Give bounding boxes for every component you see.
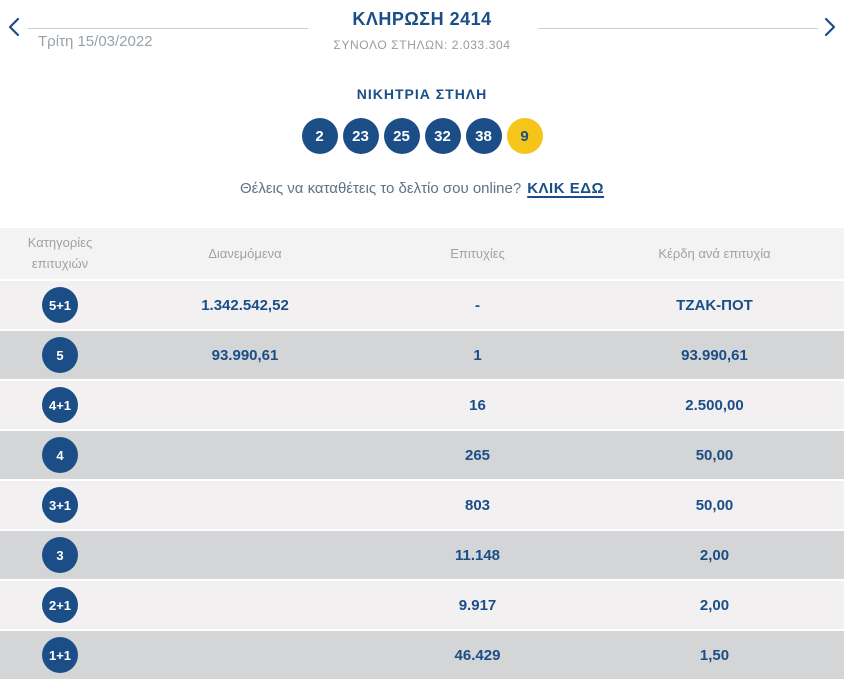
prize-cell: 50,00 bbox=[695, 446, 734, 464]
distributed-cell: 1.342.542,52 bbox=[201, 296, 289, 314]
category-badge: 4 bbox=[42, 437, 78, 473]
winning-number-ball: 32 bbox=[424, 118, 461, 154]
winners-cell: 11.148 bbox=[454, 546, 501, 564]
joker-number-ball: 9 bbox=[506, 118, 543, 154]
winning-column-section: ΝΙΚΗΤΡΙΑ ΣΤΗΛΗ 2 23 25 32 38 9 bbox=[0, 86, 844, 154]
category-badge: 2+1 bbox=[42, 587, 78, 623]
table-row: 3+1 803 50,00 bbox=[0, 481, 844, 531]
category-cell: 1+1 bbox=[0, 637, 120, 673]
winning-number-ball: 25 bbox=[383, 118, 420, 154]
winners-cell: 803 bbox=[464, 496, 491, 514]
online-prompt-text: Θέλεις να καταθέτεις το δελτίο σου onlin… bbox=[239, 180, 522, 197]
next-draw-button[interactable] bbox=[818, 16, 842, 40]
header-prize-per-win: Κέρδη ανά επιτυχία bbox=[658, 246, 771, 261]
category-cell: 3+1 bbox=[0, 487, 120, 523]
prev-draw-button[interactable] bbox=[2, 16, 26, 40]
winners-cell: 46.429 bbox=[454, 646, 501, 664]
winners-cell: 265 bbox=[464, 446, 491, 464]
winners-cell: 9.917 bbox=[458, 596, 497, 614]
prize-cell: ΤΖΑΚ-ΠΟΤ bbox=[676, 296, 753, 314]
category-cell: 4 bbox=[0, 437, 120, 473]
prize-cell: 50,00 bbox=[695, 496, 734, 514]
category-cell: 4+1 bbox=[0, 387, 120, 423]
winning-number-ball: 2 bbox=[301, 118, 338, 154]
table-row: 5+1 1.342.542,52 - ΤΖΑΚ-ΠΟΤ bbox=[0, 281, 844, 331]
table-row: 4 265 50,00 bbox=[0, 431, 844, 481]
table-row: 3 11.148 2,00 bbox=[0, 531, 844, 581]
winners-cell: 16 bbox=[469, 396, 486, 414]
category-badge: 1+1 bbox=[42, 637, 78, 673]
category-badge: 4+1 bbox=[42, 387, 78, 423]
draw-title-block: ΚΛΗΡΩΣΗ 2414 ΣΥΝΟΛΟ ΣΤΗΛΩΝ: 2.033.304 bbox=[0, 0, 844, 52]
table-row: 5 93.990,61 1 93.990,61 bbox=[0, 331, 844, 381]
category-cell: 2+1 bbox=[0, 587, 120, 623]
winners-cell: 1 bbox=[473, 346, 482, 364]
page-title: ΚΛΗΡΩΣΗ 2414 bbox=[352, 9, 492, 29]
prize-table-body: 5+1 1.342.542,52 - ΤΖΑΚ-ΠΟΤ 5 93.990,61 1 93.99… bbox=[0, 281, 844, 681]
header-categories: Κατηγορίες επιτυχιών bbox=[27, 235, 93, 271]
category-badge: 3 bbox=[42, 537, 78, 573]
draw-header: ΚΛΗΡΩΣΗ 2414 ΣΥΝΟΛΟ ΣΤΗΛΩΝ: 2.033.304 Τρ… bbox=[0, 0, 844, 60]
prize-cell: 2.500,00 bbox=[685, 396, 744, 414]
prize-cell: 93.990,61 bbox=[681, 346, 748, 364]
table-row: 2+1 9.917 2,00 bbox=[0, 581, 844, 631]
draw-date: Τρίτη 15/03/2022 bbox=[38, 33, 153, 50]
header-winners: Επιτυχίες bbox=[450, 246, 505, 261]
category-cell: 5+1 bbox=[0, 287, 120, 323]
prize-cell: 2,00 bbox=[699, 596, 730, 614]
category-badge: 5+1 bbox=[42, 287, 78, 323]
category-cell: 3 bbox=[0, 537, 120, 573]
winning-number-ball: 38 bbox=[465, 118, 502, 154]
chevron-left-icon bbox=[8, 17, 20, 40]
prize-cell: 1,50 bbox=[699, 646, 730, 664]
header-distributed: Διανεμόμενα bbox=[208, 246, 282, 261]
winning-numbers: 2 23 25 32 38 9 bbox=[0, 118, 844, 154]
chevron-right-icon bbox=[824, 17, 836, 40]
winning-number-ball: 23 bbox=[342, 118, 379, 154]
category-cell: 5 bbox=[0, 337, 120, 373]
header-divider-left bbox=[28, 28, 308, 29]
category-badge: 3+1 bbox=[42, 487, 78, 523]
prize-table: Κατηγορίες επιτυχιών Διανεμόμενα Επιτυχί… bbox=[0, 228, 844, 681]
click-here-link[interactable]: ΚΛΙΚ ΕΔΩ bbox=[527, 180, 605, 197]
winners-cell: - bbox=[475, 296, 480, 314]
total-columns-label: ΣΥΝΟΛΟ ΣΤΗΛΩΝ: 2.033.304 bbox=[333, 38, 511, 52]
table-row: 4+1 16 2.500,00 bbox=[0, 381, 844, 431]
header-divider-right bbox=[538, 28, 818, 29]
category-badge: 5 bbox=[42, 337, 78, 373]
online-prompt-line: Θέλεις να καταθέτεις το δελτίο σου onlin… bbox=[0, 180, 844, 197]
distributed-cell: 93.990,61 bbox=[211, 346, 279, 364]
prize-table-header: Κατηγορίες επιτυχιών Διανεμόμενα Επιτυχί… bbox=[0, 228, 844, 281]
table-row: 1+1 46.429 1,50 bbox=[0, 631, 844, 681]
prize-cell: 2,00 bbox=[699, 546, 730, 564]
winning-column-heading: ΝΙΚΗΤΡΙΑ ΣΤΗΛΗ bbox=[356, 86, 488, 102]
